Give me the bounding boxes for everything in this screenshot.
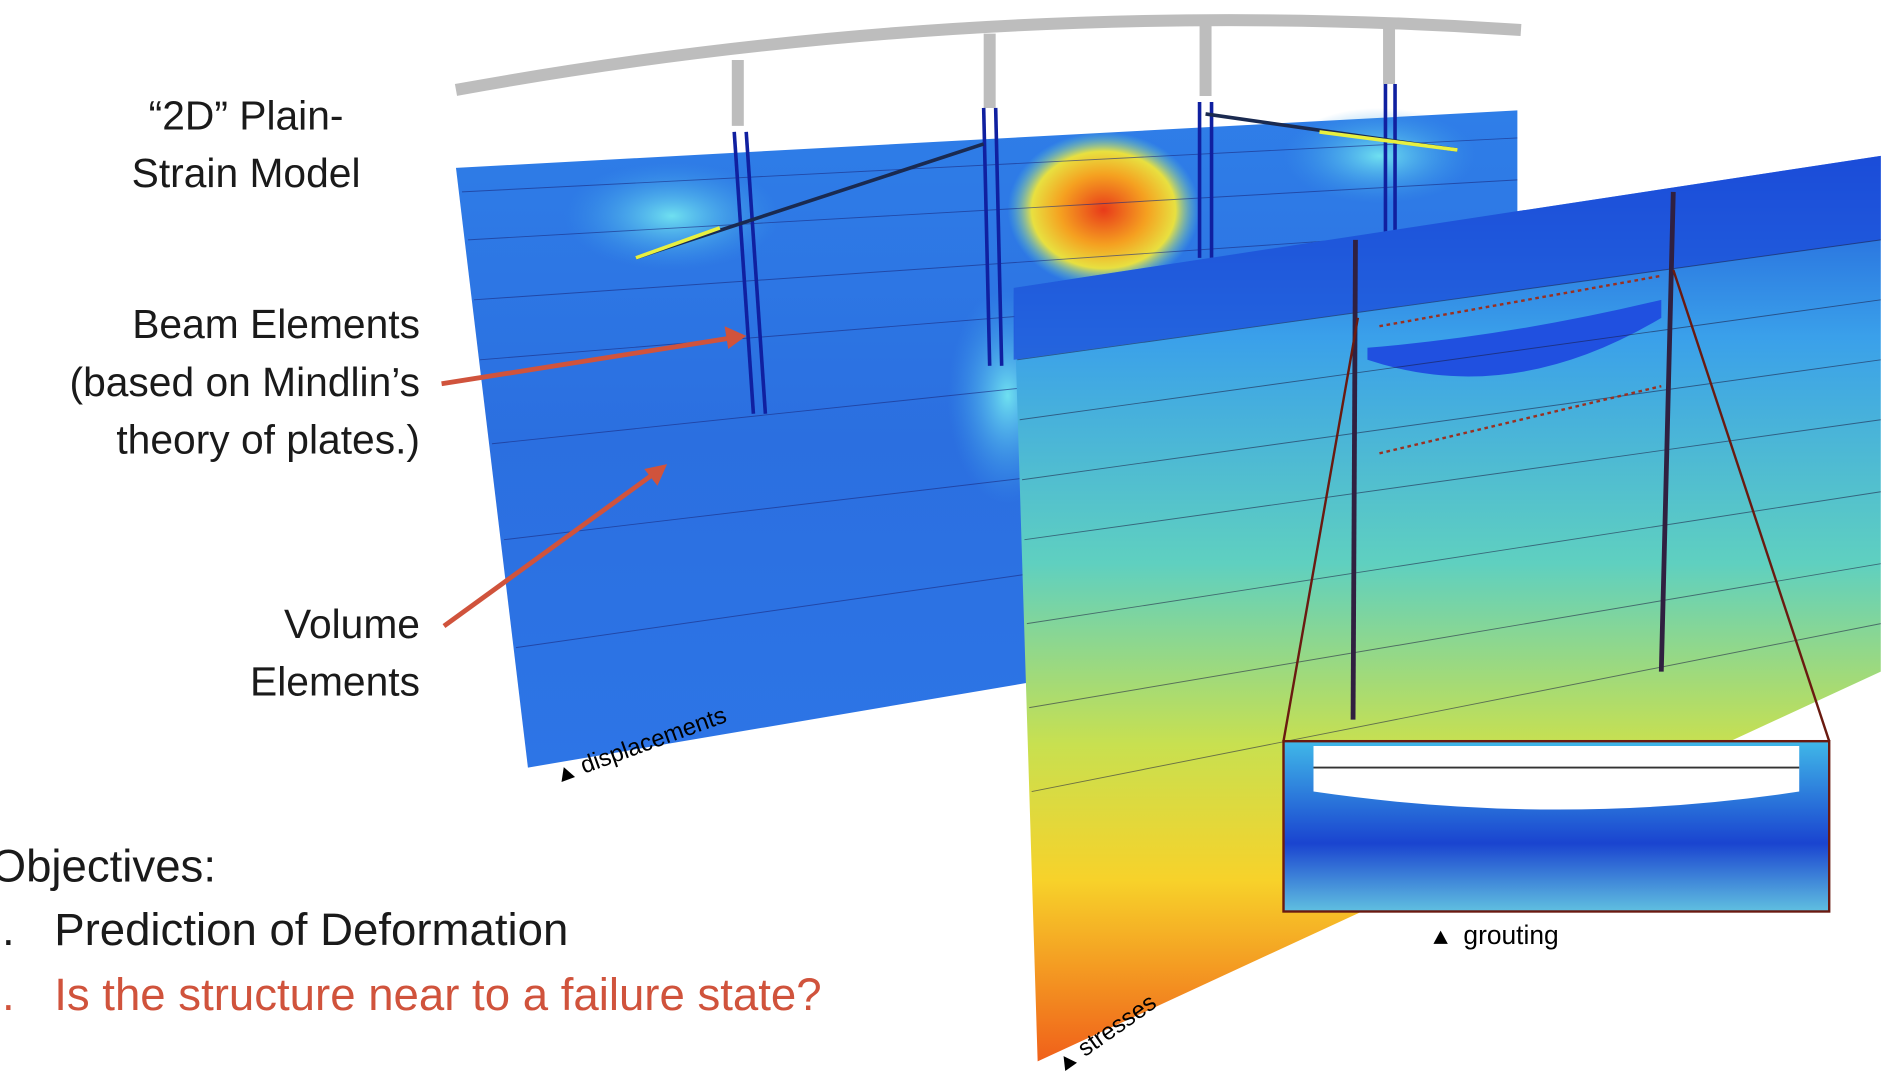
label-line: Elements — [250, 659, 420, 705]
caption-marker — [1433, 931, 1447, 944]
label-line: Strain Model — [132, 150, 361, 196]
caption-marker — [557, 765, 575, 782]
label-line: theory of plates.) — [116, 416, 420, 462]
label-line: (based on Mindlin’s — [69, 359, 420, 405]
caption-marker — [1058, 1052, 1077, 1071]
objective-marker: 1. — [0, 904, 15, 955]
slide: displacements stresses grouting “2D” Pla… — [0, 0, 1881, 1077]
contour — [564, 162, 780, 270]
grouting-caption: grouting — [1433, 920, 1558, 950]
contour — [1284, 108, 1476, 204]
label-line: Beam Elements — [132, 301, 420, 347]
page: displacements stresses grouting “2D” Pla… — [0, 0, 1881, 1077]
caption: grouting — [1463, 920, 1558, 950]
label-line: “2D” Plain- — [149, 93, 344, 139]
objective-text: Prediction of Deformation — [54, 904, 568, 955]
objective-text: Is the structure near to a failure state… — [54, 969, 821, 1020]
objectives: Objectives: 1. Prediction of Deformation 2.… — [0, 841, 822, 1020]
objectives-heading: Objectives: — [0, 841, 216, 892]
labels: “2D” Plain- Strain Model Beam Elements (bas… — [69, 93, 420, 705]
inset-void — [1313, 746, 1799, 810]
objective-marker: 2. — [0, 969, 15, 1020]
label-line: Volume — [284, 601, 420, 647]
